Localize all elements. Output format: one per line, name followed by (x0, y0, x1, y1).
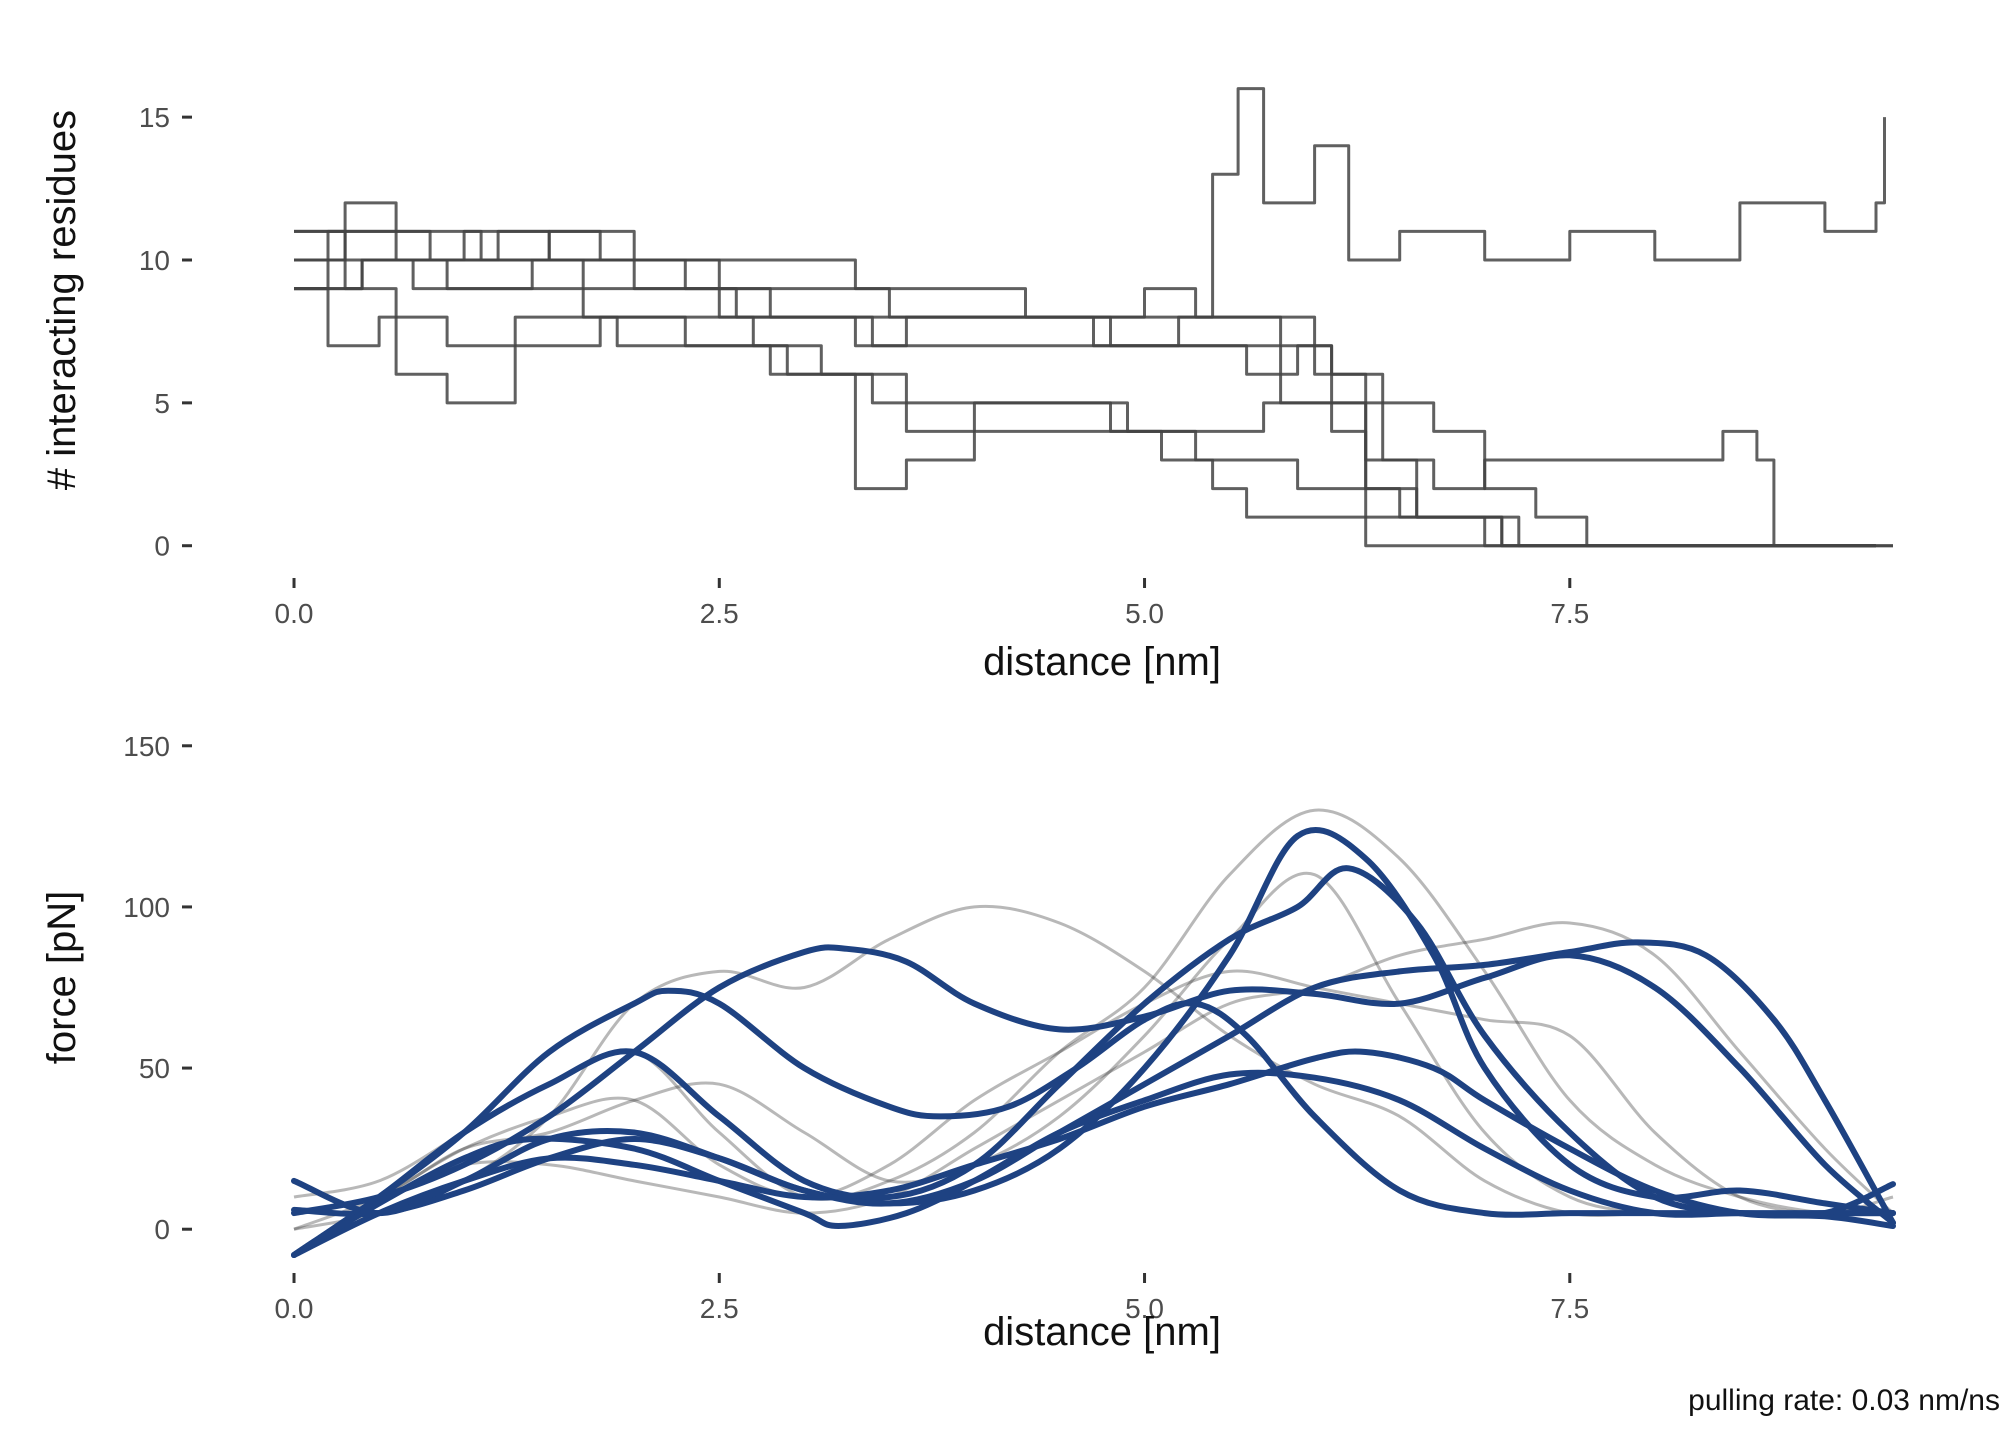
residues-y-tick-label: 5 (154, 388, 170, 419)
force-fit-series-line (291, 1069, 1896, 1258)
residues-x-tick-label: 7.5 (1550, 598, 1589, 629)
residues-y-tick-label: 10 (139, 245, 170, 276)
force-fit-series-group (291, 827, 1896, 1258)
residues-series-group (294, 87, 1893, 548)
residues-y-axis-title: # interacting residues (40, 110, 84, 490)
force-fit-series-line (291, 827, 1896, 1217)
caption-pulling-rate: pulling rate: 0.03 nm/ns (1688, 1384, 2000, 1417)
force-panel: 0 50 100 150 0.0 2.5 5.0 7.5 distance [nm] for… (40, 731, 1896, 1354)
residues-x-axis: 0.0 2.5 5.0 7.5 (275, 578, 1589, 629)
residues-x-tick-label: 0.0 (275, 598, 314, 629)
force-fit-series-line (291, 944, 1896, 1226)
force-x-tick-label: 0.0 (275, 1293, 314, 1324)
force-fit-series-line (291, 939, 1896, 1226)
force-raw-series-line (293, 871, 1893, 1216)
residues-x-tick-label: 5.0 (1125, 598, 1164, 629)
force-raw-series-line (293, 921, 1895, 1215)
residues-panel: 0 5 10 15 0.0 2.5 5.0 7.5 distance [nm] # inte… (40, 87, 1893, 684)
force-y-tick-label: 100 (123, 892, 170, 923)
force-y-axis-title: force [pN] (40, 891, 84, 1064)
force-x-axis: 0.0 2.5 5.0 7.5 (275, 1273, 1589, 1324)
residues-series-line (294, 201, 1893, 548)
force-fit-series-line (291, 987, 1896, 1258)
force-fit-series-line (291, 1048, 1896, 1258)
residues-y-axis: 0 5 10 15 (139, 102, 192, 562)
residues-y-tick-label: 0 (154, 531, 170, 562)
force-x-axis-title: distance [nm] (983, 1310, 1221, 1354)
force-x-tick-label: 2.5 (700, 1293, 739, 1324)
residues-series-line (294, 258, 1893, 548)
force-x-tick-label: 5.0 (1125, 1293, 1164, 1324)
residues-x-axis-title: distance [nm] (983, 640, 1221, 684)
force-y-tick-label: 0 (154, 1214, 170, 1245)
force-y-tick-label: 50 (139, 1053, 170, 1084)
residues-series-line (294, 229, 1876, 548)
residues-series-line (294, 258, 1876, 548)
force-y-tick-label: 150 (123, 731, 170, 762)
residues-x-tick-label: 2.5 (700, 598, 739, 629)
residues-y-tick-label: 15 (139, 102, 170, 133)
force-y-axis: 0 50 100 150 (123, 731, 192, 1245)
force-x-tick-label: 7.5 (1550, 1293, 1589, 1324)
